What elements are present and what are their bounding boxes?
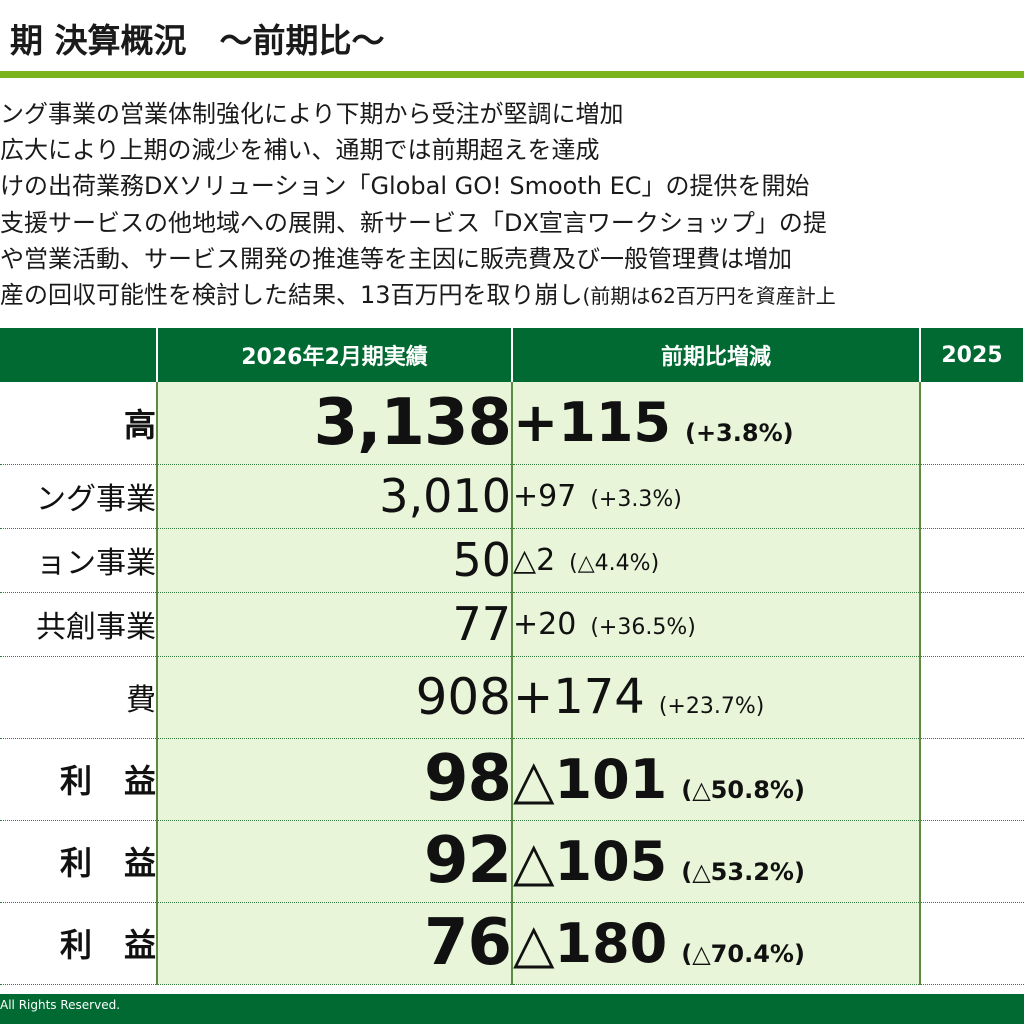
prev-value [920,820,1024,903]
bullet-text: 産の回収可能性を検討した結果、13百万円を取り崩し [0,280,583,309]
change-percent: (△70.4%) [681,939,805,968]
change-percent: (+23.7%) [658,694,765,719]
header-label [0,328,158,382]
bullet-list: ング事業の営業体制強化により下期から受注が堅調に増加 広大により上期の減少を補い… [0,96,1024,313]
table-body: 高 3,138 +115 (+3.8%) ング事業 3,010 +97 (+3.3%) ョン事業… [0,382,1024,985]
bullet-text: や営業活動、サービス開発の推進等を主因に販売費及び一般管理費は増加 [0,244,792,273]
bullet-item: 産の回収可能性を検討した結果、13百万円を取り崩し(前期は62百万円を資産計上 [0,277,1024,313]
header-actual: 2026年2月期実績 [157,328,513,382]
change-value: +115 [513,391,671,455]
bullet-item: 広大により上期の減少を補い、通期では前期超えを達成 [0,132,1024,168]
actual-value: 3,138 [156,382,513,465]
prev-value [920,528,1024,593]
row-label: 利 益 [0,738,157,821]
change-cell: +174 (+23.7%) [512,656,921,739]
bullet-item: けの出荷業務DXソリューション「Global GO! Smooth EC」の提供… [0,168,1024,204]
actual-value: 76 [156,902,513,985]
row-label: ング事業 [0,464,157,529]
table-row: 共創事業 77 +20 (+36.5%) [0,592,1024,657]
table-row: 費 908 +174 (+23.7%) [0,656,1024,739]
prev-value [920,592,1024,657]
prev-value [920,902,1024,985]
row-label: 利 益 [0,820,157,903]
bullet-text: けの出荷業務DXソリューション「Global GO! Smooth EC」の提供… [0,172,810,201]
row-label: ョン事業 [0,528,157,593]
bullet-note: (前期は62百万円を資産計上 [582,283,836,308]
prev-value [920,382,1024,465]
change-percent: (+3.3%) [590,486,682,512]
change-percent: (△53.2%) [681,857,805,886]
change-percent: (△4.4%) [569,550,660,576]
change-percent: (+3.8%) [684,419,794,448]
change-cell: △101 (△50.8%) [512,738,921,821]
actual-value: 3,010 [156,464,513,529]
change-value: △101 [513,747,668,811]
table-row: 高 3,138 +115 (+3.8%) [0,382,1024,465]
change-cell: △180 (△70.4%) [512,902,921,985]
change-cell: +20 (+36.5%) [512,592,921,657]
table-row: 利 益 98 △101 (△50.8%) [0,738,1024,821]
change-value: △180 [513,911,668,975]
table-row: ョン事業 50 △2 (△4.4%) [0,528,1024,593]
bullet-item: 支援サービスの他地域への展開、新サービス「DX宣言ワークショップ」の提 [0,205,1024,241]
change-value: +174 [513,669,645,725]
row-label: 共創事業 [0,592,157,657]
row-label: 高 [0,382,157,465]
change-value: △105 [513,829,668,893]
change-cell: +115 (+3.8%) [512,382,921,465]
change-value: +97 [513,478,577,514]
prev-value [920,656,1024,739]
prev-value [920,464,1024,529]
table-row: ング事業 3,010 +97 (+3.3%) [0,464,1024,529]
results-table: 2026年2月期実績 前期比増減 2025 高 3,138 +115 (+3.8%) ン… [0,328,1024,985]
table-row: 利 益 76 △180 (△70.4%) [0,902,1024,985]
bullet-text: 広大により上期の減少を補い、通期では前期超えを達成 [0,136,600,165]
bullet-item: や営業活動、サービス開発の推進等を主因に販売費及び一般管理費は増加 [0,241,1024,277]
change-value: △2 [513,542,556,578]
header-prev: 2025 [920,328,1024,382]
table-header-row: 2026年2月期実績 前期比増減 2025 [0,328,1024,382]
change-percent: (△50.8%) [681,775,805,804]
title-underline [0,71,1024,78]
actual-value: 50 [156,528,513,593]
slide-title: 期 決算概況 ～前期比～ [10,21,385,60]
footer-bar: All Rights Reserved. [0,994,1024,1024]
table-row: 利 益 92 △105 (△53.2%) [0,820,1024,903]
bullet-item: ング事業の営業体制強化により下期から受注が堅調に増加 [0,96,1024,132]
row-label: 費 [0,656,157,739]
change-cell: △2 (△4.4%) [512,528,921,593]
actual-value: 92 [156,820,513,903]
change-cell: +97 (+3.3%) [512,464,921,529]
header-change: 前期比増減 [512,328,921,382]
actual-value: 98 [156,738,513,821]
actual-value: 77 [156,592,513,657]
bullet-text: ング事業の営業体制強化により下期から受注が堅調に増加 [0,100,624,128]
bullet-text: 支援サービスの他地域への展開、新サービス「DX宣言ワークショップ」の提 [0,208,827,237]
actual-value: 908 [156,656,513,739]
prev-value [920,738,1024,821]
copyright-text: All Rights Reserved. [0,998,121,1012]
change-cell: △105 (△53.2%) [512,820,921,903]
change-value: +20 [513,606,577,642]
change-percent: (+36.5%) [590,614,696,640]
row-label: 利 益 [0,902,157,985]
